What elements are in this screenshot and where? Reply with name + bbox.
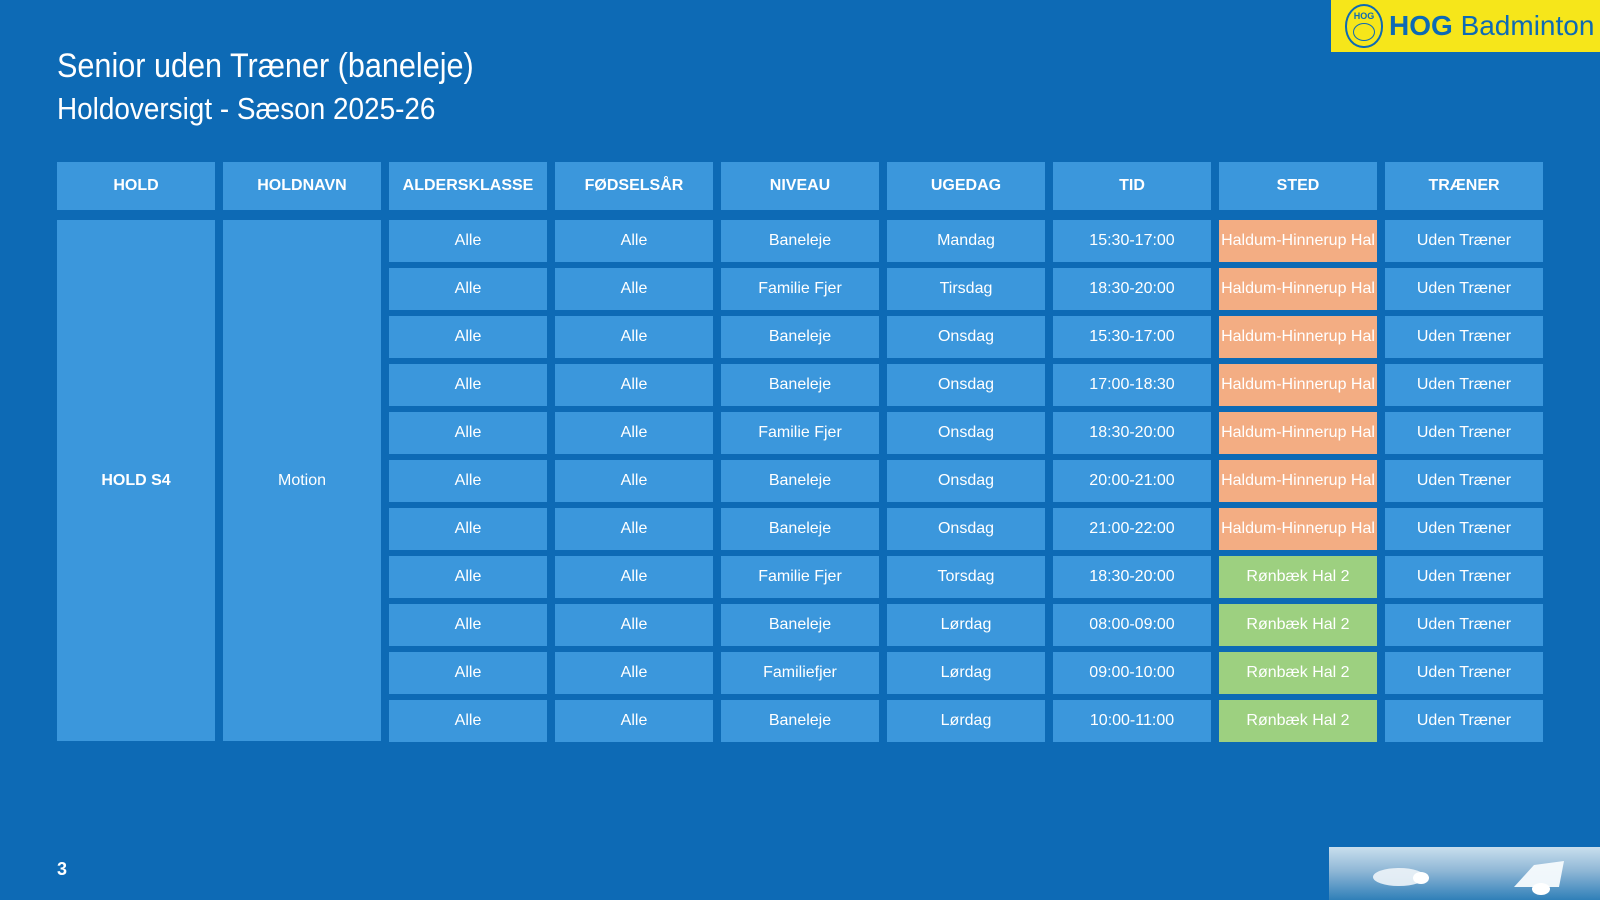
table-cell-alder: Alle [389,364,547,406]
table-cell-ugedag: Lørdag [887,700,1045,742]
table-cell-niveau: Baneleje [721,364,879,406]
column-header-hold: HOLD [57,162,215,210]
table-cell-traener: Uden Træner [1385,700,1543,742]
table-cell-traener: Uden Træner [1385,412,1543,454]
table-cell-tid: 18:30-20:00 [1053,556,1211,598]
table-cell-tid: 09:00-10:00 [1053,652,1211,694]
table-cell-ugedag: Mandag [887,220,1045,262]
column-header-traener: TRÆNER [1385,162,1543,210]
table-cell-alder: Alle [389,508,547,550]
table-cell-sted: Haldum-Hinnerup Hal [1219,268,1377,310]
column-header-tid: TID [1053,162,1211,210]
table-cell-alder: Alle [389,268,547,310]
page-title: Senior uden Træner (baneleje) [57,47,474,85]
table-cell-ugedag: Onsdag [887,412,1045,454]
table-cell-sted: Haldum-Hinnerup Hal [1219,316,1377,358]
page-subtitle: Holdoversigt - Sæson 2025-26 [57,91,436,126]
table-cell-ugedag: Onsdag [887,508,1045,550]
column-header-niveau: NIVEAU [721,162,879,210]
table-cell-foedsel: Alle [555,508,713,550]
table-cell-sted: Haldum-Hinnerup Hal [1219,508,1377,550]
table-cell-alder: Alle [389,700,547,742]
table-cell-foedsel: Alle [555,412,713,454]
table-cell-traener: Uden Træner [1385,364,1543,406]
column-header-ugedag: UGEDAG [887,162,1045,210]
shuttlecock-photo [1329,847,1600,900]
table-cell-tid: 15:30-17:00 [1053,316,1211,358]
table-cell-foedsel: Alle [555,604,713,646]
table-cell-traener: Uden Træner [1385,268,1543,310]
table-cell-tid: 18:30-20:00 [1053,412,1211,454]
table-cell-alder: Alle [389,316,547,358]
table-cell-niveau: Familie Fjer [721,268,879,310]
table-cell-tid: 17:00-18:30 [1053,364,1211,406]
table-cell-ugedag: Onsdag [887,364,1045,406]
table-cell-niveau: Baneleje [721,700,879,742]
table-cell-sted: Haldum-Hinnerup Hal [1219,220,1377,262]
table-cell-niveau: Familie Fjer [721,556,879,598]
table-cell-sted: Haldum-Hinnerup Hal [1219,412,1377,454]
table-cell-niveau: Baneleje [721,604,879,646]
logo-brand-rest: Badminton [1460,10,1595,41]
table-cell-foedsel: Alle [555,220,713,262]
table-cell-traener: Uden Træner [1385,508,1543,550]
table-cell-foedsel: Alle [555,460,713,502]
table-cell-foedsel: Alle [555,268,713,310]
logo-brand-bold: HOG [1389,10,1453,41]
table-cell-tid: 20:00-21:00 [1053,460,1211,502]
table-cell-alder: Alle [389,220,547,262]
table-cell-tid: 21:00-22:00 [1053,508,1211,550]
hog-badminton-logo: HOG HOG Badminton [1331,0,1600,52]
table-cell-niveau: Baneleje [721,460,879,502]
table-cell-sted: Haldum-Hinnerup Hal [1219,364,1377,406]
table-cell-tid: 15:30-17:00 [1053,220,1211,262]
column-header-foedselsaar: FØDSELSÅR [555,162,713,210]
table-cell-traener: Uden Træner [1385,604,1543,646]
table-cell-niveau: Baneleje [721,316,879,358]
table-cell-alder: Alle [389,556,547,598]
table-cell-foedsel: Alle [555,700,713,742]
club-crest-icon: HOG [1345,4,1383,48]
holdnavn-cell: Motion [223,220,381,741]
table-cell-traener: Uden Træner [1385,220,1543,262]
table-cell-ugedag: Lørdag [887,652,1045,694]
table-cell-ugedag: Onsdag [887,460,1045,502]
table-cell-niveau: Baneleje [721,508,879,550]
page-number: 3 [57,859,68,879]
table-cell-alder: Alle [389,604,547,646]
column-header-aldersklasse: ALDERSKLASSE [389,162,547,210]
table-cell-traener: Uden Træner [1385,316,1543,358]
table-cell-tid: 08:00-09:00 [1053,604,1211,646]
table-cell-ugedag: Tirsdag [887,268,1045,310]
table-cell-sted: Rønbæk Hal 2 [1219,700,1377,742]
column-header-sted: STED [1219,162,1377,210]
table-cell-tid: 18:30-20:00 [1053,268,1211,310]
column-header-holdnavn: HOLDNAVN [223,162,381,210]
table-cell-niveau: Familie Fjer [721,412,879,454]
table-cell-foedsel: Alle [555,652,713,694]
table-cell-alder: Alle [389,460,547,502]
table-cell-niveau: Familiefjer [721,652,879,694]
table-cell-foedsel: Alle [555,556,713,598]
crest-text: HOG [1353,11,1375,21]
table-cell-alder: Alle [389,412,547,454]
table-cell-sted: Haldum-Hinnerup Hal [1219,460,1377,502]
table-cell-ugedag: Torsdag [887,556,1045,598]
hold-cell: HOLD S4 [57,220,215,741]
table-cell-ugedag: Lørdag [887,604,1045,646]
table-cell-foedsel: Alle [555,316,713,358]
table-cell-sted: Rønbæk Hal 2 [1219,652,1377,694]
table-cell-foedsel: Alle [555,364,713,406]
logo-wordmark: HOG Badminton [1389,10,1594,42]
table-cell-sted: Rønbæk Hal 2 [1219,556,1377,598]
table-cell-niveau: Baneleje [721,220,879,262]
table-cell-tid: 10:00-11:00 [1053,700,1211,742]
table-cell-alder: Alle [389,652,547,694]
table-cell-ugedag: Onsdag [887,316,1045,358]
table-cell-traener: Uden Træner [1385,652,1543,694]
table-cell-traener: Uden Træner [1385,556,1543,598]
table-cell-sted: Rønbæk Hal 2 [1219,604,1377,646]
shuttlecock-image-icon [1373,861,1564,895]
table-cell-traener: Uden Træner [1385,460,1543,502]
